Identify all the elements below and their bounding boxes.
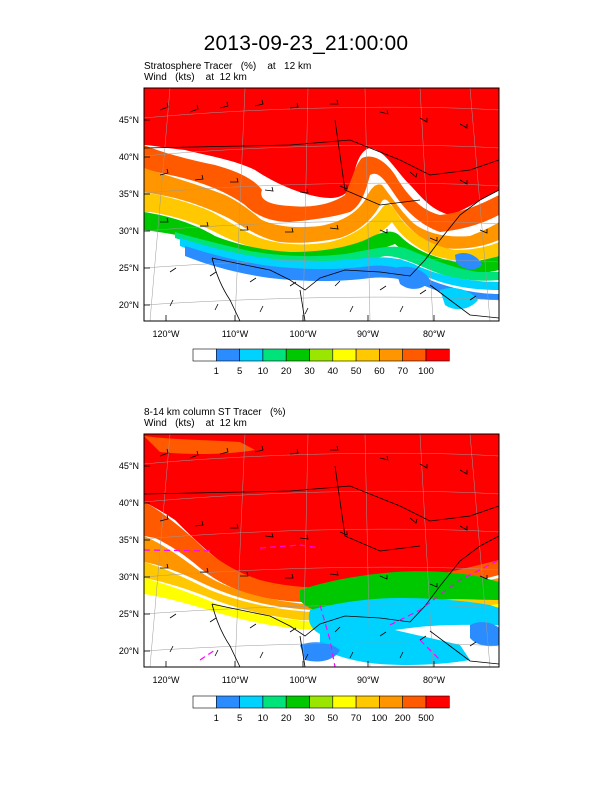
panel2-wind-barbs bbox=[159, 445, 488, 661]
colorbar-label: 70 bbox=[351, 713, 362, 724]
colorbar-swatch bbox=[309, 695, 334, 709]
colorbar-swatch bbox=[262, 348, 287, 362]
colorbar-label: 5 bbox=[237, 366, 242, 377]
lon-label: 80°W bbox=[423, 675, 446, 685]
colorbar-swatch bbox=[402, 695, 427, 709]
colorbar-swatch bbox=[285, 348, 310, 362]
panel2-lon-labels: 120°W 110°W 100°W 90°W 80°W bbox=[152, 675, 445, 685]
lon-label: 90°W bbox=[357, 329, 380, 339]
colorbar-swatch bbox=[355, 695, 380, 709]
panel1-graticule bbox=[144, 88, 499, 321]
colorbar-label: 1 bbox=[214, 713, 219, 724]
panel2-boundaries bbox=[144, 465, 499, 667]
lat-label: 20°N bbox=[119, 300, 139, 310]
colorbar-swatch bbox=[425, 695, 450, 709]
lon-label: 120°W bbox=[152, 675, 180, 685]
lon-label: 100°W bbox=[289, 675, 317, 685]
colorbar-swatch bbox=[285, 695, 310, 709]
colorbar-swatch bbox=[379, 695, 403, 709]
colorbar-label: 500 bbox=[418, 713, 434, 724]
lat-label: 40°N bbox=[119, 152, 139, 162]
panel1-wind-barbs bbox=[159, 99, 488, 315]
colorbar-label: 30 bbox=[304, 366, 315, 377]
panel2-lat-labels: 45°N 40°N 35°N 30°N 25°N 20°N bbox=[119, 461, 139, 656]
colorbar-label: 50 bbox=[328, 713, 339, 724]
panel2-title-line2: Wind (kts) at 12 km bbox=[144, 418, 247, 429]
colorbar-swatch bbox=[216, 348, 240, 362]
panel2-tracer-field bbox=[144, 434, 499, 665]
lat-label: 30°N bbox=[119, 226, 139, 236]
colorbar-label: 20 bbox=[281, 366, 292, 377]
colorbar-label: 200 bbox=[395, 713, 411, 724]
panel2-frame bbox=[143, 433, 500, 668]
panel2-colorbar: 1 5 10 20 30 50 70 100 200 500 bbox=[192, 695, 450, 724]
panel2-ticks bbox=[144, 465, 435, 667]
panel1-map: 45°N 40°N 35°N 30°N 25°N 20°N 120°W 110°… bbox=[119, 87, 500, 339]
panel1-lon-labels: 120°W 110°W 100°W 90°W 80°W bbox=[152, 329, 445, 339]
panel1-frame bbox=[143, 87, 500, 322]
colorbar-label: 50 bbox=[351, 366, 362, 377]
lon-label: 90°W bbox=[357, 675, 380, 685]
panel1-ticks bbox=[144, 119, 435, 321]
panel1-lat-labels: 45°N 40°N 35°N 30°N 25°N 20°N bbox=[119, 115, 139, 310]
panel2-title-line1: 8-14 km column ST Tracer (%) bbox=[144, 407, 286, 418]
lat-label: 40°N bbox=[119, 498, 139, 508]
colorbar-swatch bbox=[216, 695, 240, 709]
panel1-boundaries bbox=[144, 119, 499, 321]
lat-label: 35°N bbox=[119, 535, 139, 545]
colorbar-swatch bbox=[239, 695, 264, 709]
panel1-title-line1: Stratosphere Tracer (%) at 12 km bbox=[144, 61, 312, 72]
colorbar-swatch bbox=[262, 695, 287, 709]
colorbar-label: 10 bbox=[258, 366, 269, 377]
colorbar-swatch bbox=[192, 348, 217, 362]
colorbar-label: 1 bbox=[214, 366, 219, 377]
colorbar-swatch bbox=[355, 348, 380, 362]
lat-label: 20°N bbox=[119, 646, 139, 656]
colorbar-swatch bbox=[192, 695, 217, 709]
lon-label: 100°W bbox=[289, 329, 317, 339]
colorbar-label: 100 bbox=[418, 366, 434, 377]
lat-label: 45°N bbox=[119, 115, 139, 125]
panel2-map: 45°N 40°N 35°N 30°N 25°N 20°N 120°W 110°… bbox=[119, 433, 500, 685]
lat-label: 25°N bbox=[119, 263, 139, 273]
colorbar-swatch bbox=[239, 348, 264, 362]
colorbar-label: 20 bbox=[281, 713, 292, 724]
colorbar-swatch bbox=[309, 348, 334, 362]
panel1-title-line2: Wind (kts) at 12 km bbox=[144, 72, 247, 83]
colorbar-swatch bbox=[425, 348, 450, 362]
panel1-colorbar: 1 5 10 20 30 40 50 60 70 100 bbox=[192, 348, 450, 377]
lat-label: 45°N bbox=[119, 461, 139, 471]
lon-label: 110°W bbox=[222, 675, 249, 685]
plot-title: 2013-09-23_21:00:00 bbox=[203, 32, 409, 55]
colorbar-label: 40 bbox=[328, 366, 339, 377]
colorbar-swatch bbox=[379, 348, 403, 362]
lon-label: 80°W bbox=[423, 329, 446, 339]
colorbar-swatch bbox=[332, 695, 357, 709]
colorbar-label: 100 bbox=[371, 713, 387, 724]
colorbar-label: 70 bbox=[397, 366, 408, 377]
colorbar-label: 60 bbox=[374, 366, 385, 377]
colorbar-label: 10 bbox=[258, 713, 269, 724]
lon-label: 120°W bbox=[152, 329, 180, 339]
lat-label: 30°N bbox=[119, 572, 139, 582]
colorbar-label: 30 bbox=[304, 713, 315, 724]
lat-label: 35°N bbox=[119, 189, 139, 199]
lon-label: 110°W bbox=[222, 329, 249, 339]
panel2-graticule bbox=[144, 434, 499, 667]
colorbar-swatch bbox=[332, 348, 357, 362]
panel2-tropopause-contour bbox=[144, 544, 499, 667]
colorbar-label: 5 bbox=[237, 713, 242, 724]
colorbar-swatch bbox=[402, 348, 427, 362]
lat-label: 25°N bbox=[119, 609, 139, 619]
